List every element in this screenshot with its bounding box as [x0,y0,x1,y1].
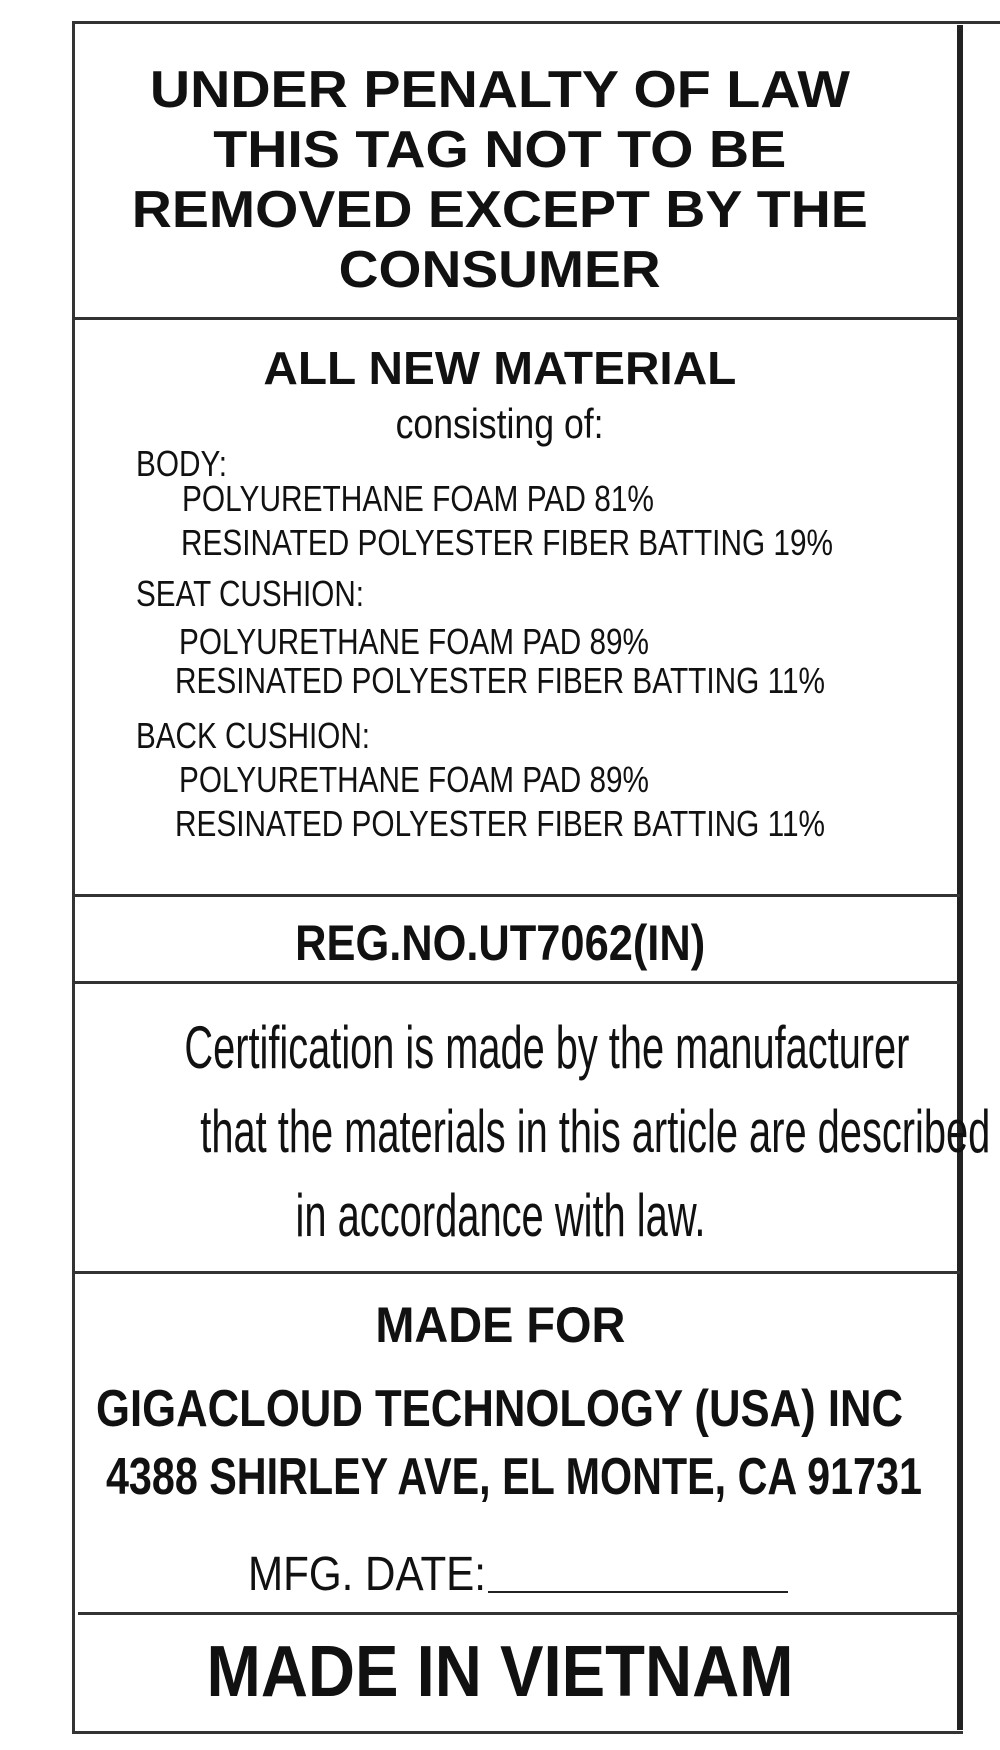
company-address: 4388 SHIRLEY AVE, EL MONTE, CA 91731 [105,1448,922,1506]
section-label-seat-cushion: SEAT CUSHION: [136,573,364,614]
divider-certification [72,1271,960,1274]
country-of-origin: MADE IN VIETNAM [206,1632,794,1712]
material-item: RESINATED POLYESTER FIBER BATTING 11% [175,803,825,844]
divider-registration [72,981,960,984]
certification-line: in accordance with law. [295,1182,705,1249]
warning-line: THIS TAG NOT TO BE [213,121,787,179]
warning-line: UNDER PENALTY OF LAW [149,61,850,119]
divider-warning [72,317,960,320]
tag-top-border [73,21,1000,24]
section-label-back-cushion: BACK CUSHION: [136,715,370,756]
warning-line: CONSUMER [339,241,661,299]
certification-line: Certification is made by the manufacture… [184,1014,910,1081]
divider-made-for [78,1612,960,1615]
tag-bottom-border [72,1731,963,1734]
material-item: POLYURETHANE FOAM PAD 89% [179,759,649,800]
made-for-heading: MADE FOR [375,1297,625,1353]
tag-right-border [957,25,963,1730]
section-label-body: BODY: [136,443,227,484]
mfg-date-label: MFG. DATE: [248,1548,486,1601]
material-item: RESINATED POLYESTER FIBER BATTING 19% [181,522,833,563]
warning-line: REMOVED EXCEPT BY THE [131,181,868,239]
registration-number: REG.NO.UT7062(IN) [294,915,705,971]
material-item: RESINATED POLYESTER FIBER BATTING 11% [175,660,825,701]
certification-line: that the materials in this article are d… [200,1098,991,1165]
mfg-date-field[interactable] [488,1591,788,1593]
tag-left-border [72,21,75,1734]
materials-subheading: consisting of: [395,400,604,447]
materials-heading: ALL NEW MATERIAL [263,342,737,394]
company-name: GIGACLOUD TECHNOLOGY (USA) INC [96,1380,904,1438]
divider-materials [72,894,960,897]
material-item: POLYURETHANE FOAM PAD 89% [179,621,649,662]
material-item: POLYURETHANE FOAM PAD 81% [182,478,654,519]
